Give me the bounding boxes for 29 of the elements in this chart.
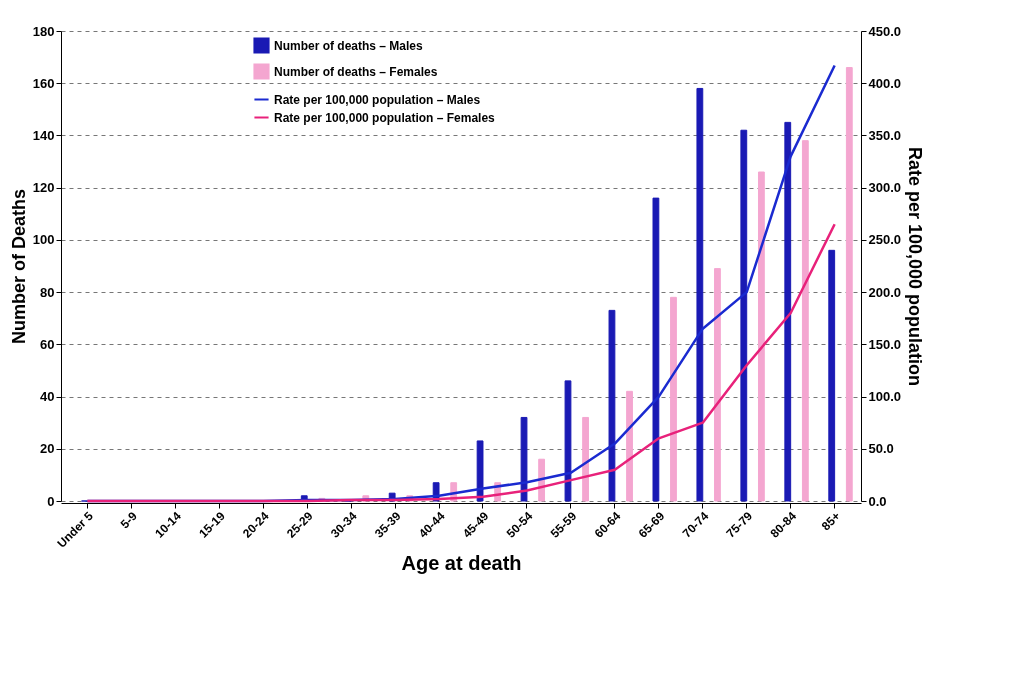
y-tick-label: 180: [32, 23, 55, 39]
y2-tick-label: 350.0: [868, 127, 902, 143]
y2-tick-label: 150.0: [868, 336, 902, 352]
legend-label: Rate per 100,000 population – Females: [274, 110, 496, 125]
y2-axis-title: Rate per 100,000 population: [905, 146, 926, 387]
legend-label: Rate per 100,000 population – Males: [274, 92, 481, 107]
y-tick-label: 80: [40, 284, 55, 300]
y-tick-label: 120: [32, 180, 55, 196]
x-tick-label: 5-9: [117, 508, 141, 532]
legend-label: Number of deaths – Females: [274, 64, 438, 79]
y-tick-label: 140: [32, 127, 55, 143]
y2-tick-label: 400.0: [868, 75, 902, 91]
y-tick-label: 160: [32, 75, 55, 91]
x-tick-label: 85+: [818, 509, 844, 534]
y-axis-title: Number of Deaths: [8, 188, 29, 345]
y2-tick-label: 250.0: [868, 232, 902, 248]
legend-label: Number of deaths – Males: [274, 38, 424, 53]
y2-tick-label: 300.0: [868, 180, 902, 196]
y-tick-label: 40: [40, 389, 55, 405]
y2-tick-label: 100.0: [868, 389, 902, 405]
y2-tick-label: 200.0: [868, 284, 902, 300]
y2-tick-label: 0.0: [868, 493, 887, 509]
y-tick-label: 0: [47, 493, 55, 509]
y-tick-label: 20: [40, 441, 55, 457]
y2-tick-label: 450.0: [868, 23, 902, 39]
x-axis-title: Age at death: [401, 551, 522, 574]
y-tick-label: 60: [40, 336, 55, 352]
y-tick-label: 100: [32, 232, 55, 248]
y2-tick-label: 50.0: [868, 441, 894, 457]
